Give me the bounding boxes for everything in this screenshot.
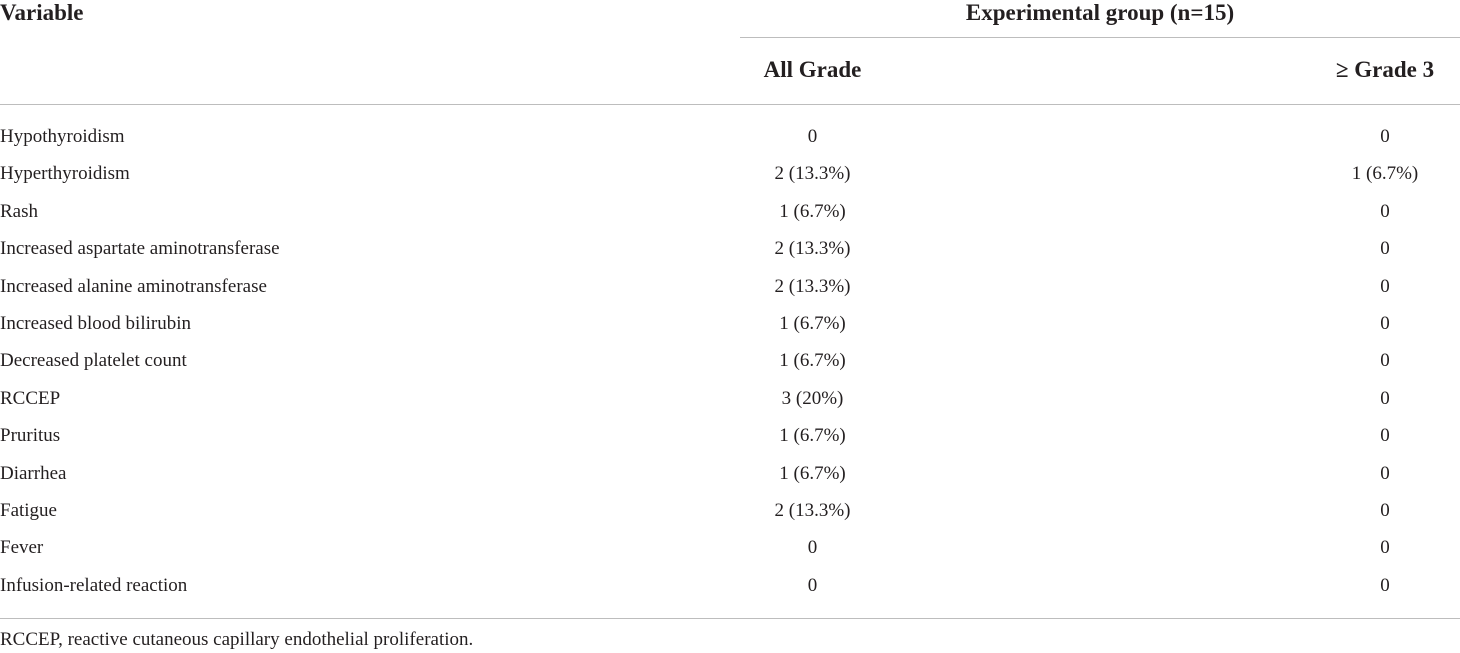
cell-all-grade: 0: [807, 126, 818, 147]
header-all-grade: All Grade: [763, 57, 862, 82]
table-body: Hypothyroidism 0 0 Hyperthyroidism 2 (13…: [0, 118, 1460, 604]
table-row: Increased aspartate aminotransferase 2 (…: [0, 230, 1460, 267]
cell-grade-3: 1 (6.7%): [1351, 163, 1419, 185]
cell-all-grade: 2 (13.3%): [774, 238, 851, 260]
cell-all-grade: 1 (6.7%): [779, 350, 846, 372]
cell-all-grade: 2 (13.3%): [774, 499, 851, 521]
cell-variable: Increased blood bilirubin: [0, 312, 192, 334]
header-experimental-group: Experimental group (n=15): [965, 0, 1235, 25]
cell-grade-3: 0: [1380, 312, 1390, 334]
cell-grade-3: 0: [1380, 275, 1390, 297]
table-row: Rash 1 (6.7%) 0: [0, 193, 1460, 230]
table-row: Hyperthyroidism 2 (13.3%) 1 (6.7%): [0, 155, 1460, 192]
cell-all-grade: 1 (6.7%): [779, 462, 846, 484]
table-row: Increased blood bilirubin 1 (6.7%) 0: [0, 305, 1460, 342]
cell-variable: Hyperthyroidism: [0, 163, 130, 185]
cell-grade-3: 0: [1380, 537, 1390, 559]
table-row: Fever 0 0: [0, 529, 1460, 566]
header-variable: Variable: [0, 0, 84, 25]
cell-variable: Fever: [0, 537, 44, 559]
table-row: Hypothyroidism 0 0: [0, 118, 1460, 155]
table-footnote: RCCEP, reactive cutaneous capillary endo…: [0, 629, 474, 650]
cell-variable: Decreased platelet count: [0, 350, 187, 372]
cell-variable: Diarrhea: [0, 462, 67, 484]
cell-all-grade: 1 (6.7%): [779, 312, 846, 334]
table-row: Increased alanine aminotransferase 2 (13…: [0, 268, 1460, 305]
cell-variable: Increased aspartate aminotransferase: [0, 238, 280, 260]
table-row: Fatigue 2 (13.3%) 0: [0, 492, 1460, 529]
cell-grade-3: 0: [1380, 126, 1390, 147]
cell-grade-3: 0: [1380, 574, 1390, 596]
cell-grade-3: 0: [1380, 238, 1390, 260]
cell-grade-3: 0: [1380, 462, 1390, 484]
cell-variable: RCCEP: [0, 387, 61, 409]
cell-all-grade: 0: [807, 537, 818, 559]
table-row: Infusion-related reaction 0 0: [0, 567, 1460, 604]
cell-variable: Hypothyroidism: [0, 126, 125, 147]
table-row: Decreased platelet count 1 (6.7%) 0: [0, 342, 1460, 379]
cell-variable: Increased alanine aminotransferase: [0, 275, 267, 297]
cell-all-grade: 2 (13.3%): [774, 275, 851, 297]
cell-grade-3: 0: [1380, 499, 1390, 521]
cell-variable: Fatigue: [0, 499, 57, 521]
table-row: Diarrhea 1 (6.7%) 0: [0, 455, 1460, 492]
cell-all-grade: 3 (20%): [781, 387, 844, 409]
cell-grade-3: 0: [1380, 200, 1390, 222]
cell-all-grade: 1 (6.7%): [779, 200, 846, 222]
table-bottom-divider: [0, 618, 1460, 619]
cell-grade-3: 0: [1380, 425, 1390, 447]
header-grade-3-or-higher: ≥ Grade 3: [1335, 57, 1435, 82]
cell-variable: Infusion-related reaction: [0, 574, 188, 596]
cell-variable: Rash: [0, 200, 38, 222]
table-row: Pruritus 1 (6.7%) 0: [0, 417, 1460, 454]
cell-all-grade: 1 (6.7%): [779, 425, 846, 447]
cell-all-grade: 0: [807, 574, 818, 596]
table-row: RCCEP 3 (20%) 0: [0, 380, 1460, 417]
cell-grade-3: 0: [1380, 350, 1390, 372]
cell-grade-3: 0: [1380, 387, 1390, 409]
cell-all-grade: 2 (13.3%): [774, 163, 851, 185]
group-header-divider: [740, 37, 1460, 38]
header-divider: [0, 104, 1460, 105]
cell-variable: Pruritus: [0, 425, 61, 447]
